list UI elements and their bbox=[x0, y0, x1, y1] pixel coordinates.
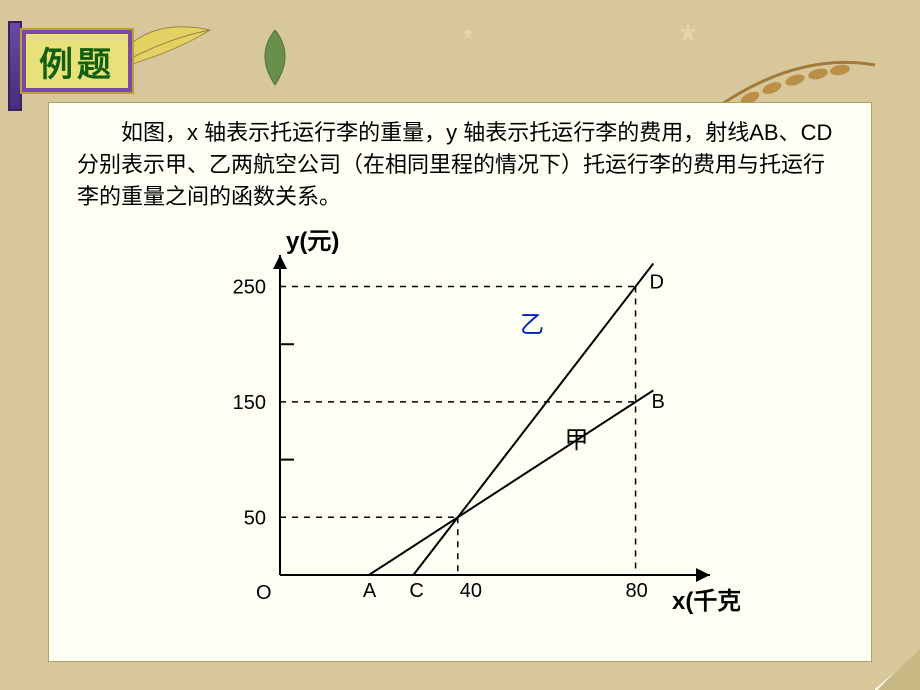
star-decor-icon bbox=[676, 20, 700, 44]
svg-text:80: 80 bbox=[626, 580, 648, 602]
svg-text:乙: 乙 bbox=[520, 311, 544, 338]
chart-container: y(元) x(千克) O 50 150 250 40 80 A C B D 甲 乙 bbox=[49, 225, 871, 625]
luggage-fee-chart: y(元) x(千克) O 50 150 250 40 80 A C B D 甲 乙 bbox=[180, 225, 740, 625]
slide-title: 例题 bbox=[22, 30, 132, 92]
svg-text:250: 250 bbox=[233, 276, 266, 298]
star-decor-icon bbox=[460, 25, 476, 41]
svg-text:D: D bbox=[650, 271, 664, 293]
svg-text:B: B bbox=[652, 391, 665, 413]
page-curl-decor bbox=[874, 650, 920, 690]
svg-text:C: C bbox=[409, 580, 423, 602]
problem-text: 如图，x 轴表示托运行李的重量，y 轴表示托运行李的费用，射线AB、CD分别表示… bbox=[49, 103, 871, 221]
svg-text:甲: 甲 bbox=[564, 427, 588, 454]
svg-text:150: 150 bbox=[233, 392, 266, 414]
leaf-decor-icon bbox=[250, 30, 300, 90]
svg-text:40: 40 bbox=[460, 580, 482, 602]
title-stripe-decor bbox=[8, 21, 22, 111]
svg-text:x(千克): x(千克) bbox=[672, 588, 740, 615]
svg-text:O: O bbox=[256, 582, 272, 604]
content-panel: 如图，x 轴表示托运行李的重量，y 轴表示托运行李的费用，射线AB、CD分别表示… bbox=[48, 102, 872, 662]
svg-text:50: 50 bbox=[244, 507, 266, 529]
title-bar: 例题 bbox=[8, 6, 132, 116]
svg-text:y(元): y(元) bbox=[286, 228, 339, 255]
svg-text:A: A bbox=[363, 580, 377, 602]
